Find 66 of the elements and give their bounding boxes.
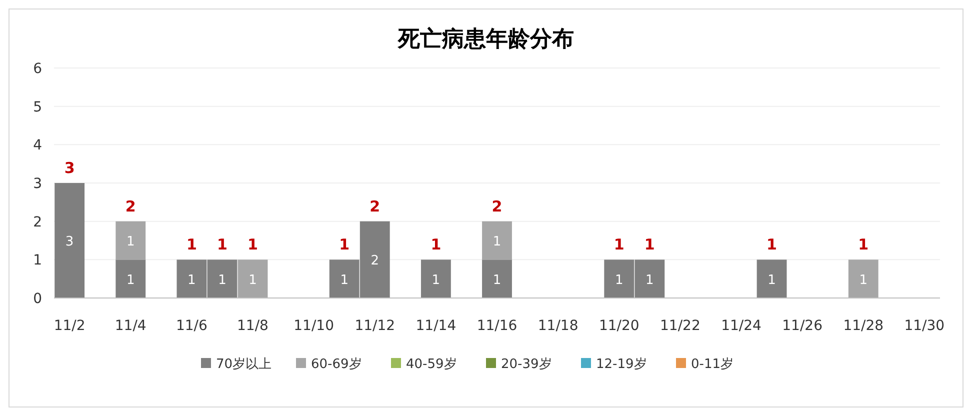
bar (238, 260, 268, 298)
x-tick-label: 11/20 (598, 318, 640, 334)
x-tick-label: 11/4 (114, 318, 146, 334)
data-label: 1 (340, 272, 348, 288)
bar (54, 183, 85, 298)
x-tick-label: 11/26 (782, 318, 823, 334)
data-label: 1 (492, 234, 502, 250)
total-label: 2 (370, 197, 380, 216)
legend-label: 60-69岁 (311, 357, 362, 372)
total-label: 1 (766, 236, 777, 254)
y-tick-label: 1 (33, 252, 42, 269)
x-tick-label: 11/8 (237, 318, 268, 334)
x-tick-label: 11/18 (538, 318, 578, 334)
bar (848, 260, 878, 298)
chart-title: 死亡病患年龄分布 (397, 26, 574, 52)
x-tick-label: 11/12 (354, 318, 396, 334)
legend-label: 40-59岁 (406, 357, 457, 372)
total-label: 1 (217, 236, 228, 254)
x-tick-label: 11/6 (176, 318, 208, 334)
total-label: 1 (858, 236, 869, 254)
y-tick-label: 0 (33, 291, 42, 307)
total-label: 1 (644, 236, 655, 254)
data-label: 2 (370, 254, 380, 269)
data-label: 1 (859, 272, 868, 288)
bar (482, 221, 512, 260)
total-label: 1 (430, 236, 442, 254)
x-tick-label: 11/14 (416, 318, 456, 334)
legend-label: 20-39岁 (501, 357, 552, 372)
total-label: 2 (125, 197, 136, 216)
legend-label: 70岁以上 (216, 357, 272, 372)
total-label: 1 (186, 236, 197, 254)
x-tick-label: 11/22 (660, 318, 700, 334)
total-label: 1 (248, 236, 258, 254)
data-label: 1 (126, 234, 135, 250)
data-label: 1 (614, 272, 624, 288)
y-tick-label: 4 (33, 138, 42, 154)
data-label: 1 (126, 272, 135, 288)
legend-label: 12-19岁 (596, 357, 647, 372)
x-tick-label: 11/16 (476, 318, 518, 334)
legend-label: 0-11岁 (691, 357, 734, 372)
data-label: 1 (432, 272, 440, 288)
data-label: 1 (768, 272, 776, 288)
total-label: 3 (64, 159, 75, 177)
x-tick-label: 11/30 (904, 318, 945, 334)
data-label: 1 (188, 272, 196, 288)
x-tick-label: 11/24 (721, 318, 762, 334)
data-label: 1 (218, 272, 226, 288)
bar (116, 221, 146, 260)
x-tick-label: 11/28 (843, 318, 884, 334)
data-label: 1 (492, 272, 502, 288)
y-tick-label: 2 (33, 214, 42, 230)
bar (116, 260, 146, 298)
total-label: 1 (614, 236, 624, 254)
y-tick-label: 6 (33, 61, 42, 77)
x-tick-label: 11/10 (294, 318, 334, 334)
y-tick-label: 3 (33, 176, 42, 192)
data-label: 1 (646, 272, 654, 288)
data-label: 1 (248, 272, 257, 288)
bar (420, 260, 451, 298)
total-label: 2 (492, 197, 502, 216)
y-tick-label: 5 (33, 99, 42, 116)
bar (482, 260, 512, 298)
bar (756, 260, 787, 298)
data-label: 3 (65, 234, 74, 250)
total-label: 1 (339, 236, 350, 254)
x-tick-label: 11/2 (54, 318, 86, 334)
